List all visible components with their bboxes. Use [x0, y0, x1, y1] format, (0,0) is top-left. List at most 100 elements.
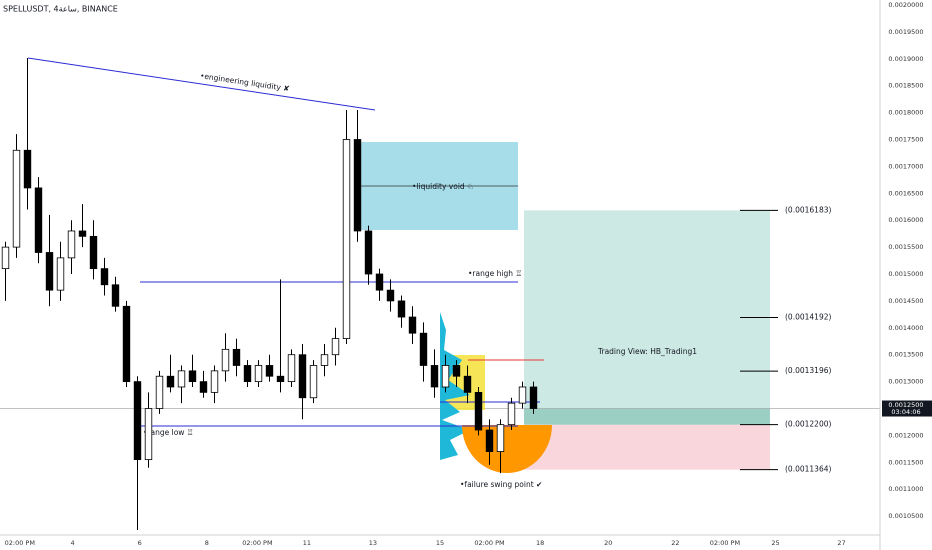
y-tick-label: 0.0017000	[888, 162, 923, 170]
candle-body	[507, 402, 516, 426]
candle-body	[430, 365, 439, 388]
y-tick-label: 0.0014000	[888, 324, 923, 332]
candle-body	[34, 187, 43, 253]
candle-body	[210, 370, 219, 393]
y-tick-label: 0.0013500	[888, 351, 923, 359]
level-label: (0.0011364)	[785, 465, 831, 474]
signature: Trading View: HB_Trading1	[597, 347, 697, 356]
candle-body	[243, 365, 252, 383]
candle-body	[441, 365, 450, 388]
countdown: 03:04:06	[891, 408, 920, 416]
x-tick-label: 11	[303, 539, 311, 547]
x-tick-label: 6	[138, 539, 142, 547]
candle-body	[452, 365, 461, 377]
candle-body	[518, 386, 527, 404]
candle-body	[342, 139, 351, 339]
candle-body	[12, 149, 21, 248]
candle-body	[309, 365, 318, 399]
candle-body	[276, 375, 285, 383]
candle-body	[122, 305, 131, 383]
candle-body	[320, 354, 329, 366]
x-tick-label: 4	[71, 539, 75, 547]
y-tick-label: 0.0014500	[888, 297, 923, 305]
chart-title: SPELLUSDT, 4ساعة, BINANCE	[3, 5, 118, 14]
candle-body	[199, 381, 208, 393]
annotation: •range low ♖	[143, 428, 194, 437]
candle-body	[331, 338, 340, 356]
candle-body	[67, 230, 76, 259]
candle-body	[45, 252, 54, 291]
x-tick-label: 15	[436, 539, 444, 547]
x-tick-label: 20	[604, 539, 612, 547]
x-tick-label: 27	[837, 539, 845, 547]
candle-body	[386, 289, 395, 302]
candle-body	[298, 354, 307, 399]
annotation: •range high ♖	[468, 269, 522, 278]
y-tick-label: 0.0013000	[888, 378, 923, 386]
y-tick-label: 0.0016000	[888, 216, 923, 224]
candle-body	[56, 257, 65, 291]
candle-body	[166, 375, 175, 388]
x-tick-label: 02:00 PM	[5, 539, 35, 547]
swing-arc	[462, 425, 552, 473]
y-tick-label: 0.0011500	[888, 458, 923, 466]
candle-body	[496, 424, 505, 452]
x-tick-label: 02:00 PM	[474, 539, 504, 547]
candle-body	[177, 370, 186, 388]
candle-body	[89, 235, 98, 270]
last-price-box	[882, 400, 932, 417]
annotation: •liquidity void ♘	[412, 182, 474, 191]
y-tick-label: 0.0015500	[888, 243, 923, 251]
stop-zone	[524, 424, 770, 470]
x-tick-label: 02:00 PM	[242, 539, 272, 547]
trend-line	[27, 57, 376, 111]
candle-body	[1, 246, 10, 270]
candle-body	[353, 139, 362, 232]
candle-body	[287, 354, 296, 383]
candle-body	[254, 365, 263, 383]
candle-body	[188, 370, 197, 383]
level-label: (0.0014192)	[785, 312, 831, 321]
level-label: (0.0016183)	[785, 205, 831, 214]
y-tick-label: 0.0010500	[888, 512, 923, 520]
last-price-label: 0.0012500	[888, 401, 923, 409]
y-tick-label: 0.0019000	[888, 55, 923, 63]
candle-body	[221, 348, 230, 372]
candle-body	[397, 300, 406, 318]
y-tick-label: 0.0018000	[888, 109, 923, 117]
zones	[358, 142, 552, 473]
x-tick-label: 02:00 PM	[710, 539, 740, 547]
y-tick-label: 0.0011000	[888, 485, 923, 493]
x-tick-label: 13	[369, 539, 377, 547]
volume-profile	[440, 312, 470, 460]
x-tick-label: 8	[205, 539, 209, 547]
level-label: (0.0012200)	[785, 420, 831, 429]
candle-body	[155, 375, 164, 409]
x-tick-label: 18	[536, 539, 544, 547]
level-label: (0.0013196)	[785, 366, 831, 375]
y-tick-label: 0.0015000	[888, 270, 923, 278]
annotation: •failure swing point ✔	[460, 480, 542, 489]
candle-body	[265, 365, 274, 377]
y-tick-label: 0.0012000	[888, 431, 923, 439]
candle-body	[78, 230, 87, 237]
candle-body	[111, 284, 120, 307]
candle-body	[23, 149, 32, 189]
candle-body	[375, 273, 384, 291]
candle-body	[133, 381, 142, 461]
candle-body	[100, 268, 109, 286]
candle-body	[364, 230, 373, 275]
y-tick-label: 0.0018500	[888, 82, 923, 90]
y-tick-label: 0.0020000	[888, 1, 923, 9]
y-tick-label: 0.0016500	[888, 189, 923, 197]
candle-body	[232, 348, 241, 366]
candle-body	[463, 375, 472, 393]
x-tick-label: 22	[671, 539, 679, 547]
x-tick-label: 25	[771, 539, 779, 547]
candle-body	[144, 408, 153, 461]
candle-body	[474, 391, 483, 431]
candle-body	[485, 429, 494, 452]
y-tick-label: 0.0017500	[888, 136, 923, 144]
